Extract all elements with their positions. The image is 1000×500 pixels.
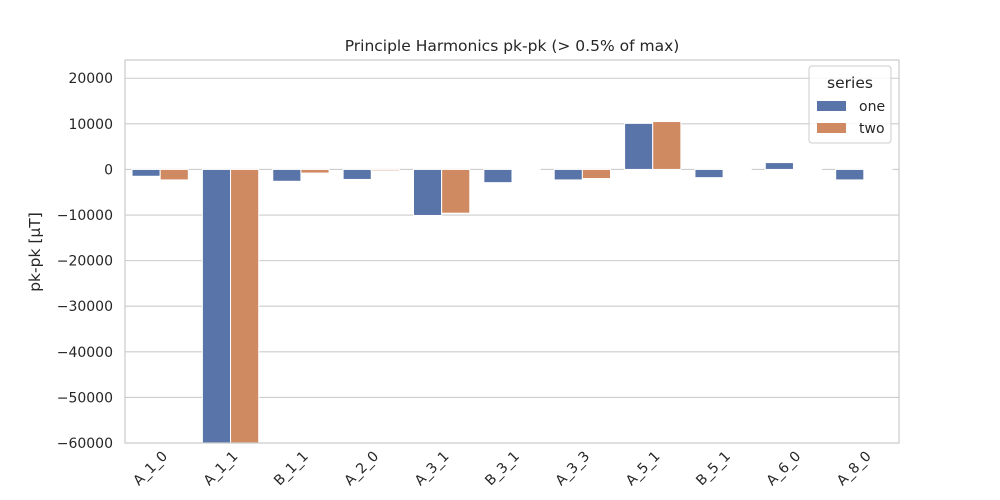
bar-one-a-5-1 (624, 122, 654, 170)
bar-two-a-8-0 (863, 168, 893, 171)
x-tick-label: A_1_0 (130, 449, 171, 490)
x-tick-label: A_1_1 (201, 449, 242, 490)
chart-title: Principle Harmonics pk-pk (> 0.5% of max… (345, 37, 680, 55)
bar-two-b-3-1 (511, 168, 541, 171)
bars (131, 121, 893, 444)
bar-one-b-3-1 (483, 168, 513, 184)
x-tick-label: A_2_0 (342, 449, 383, 490)
x-tick-label: B_5_1 (693, 449, 734, 490)
x-tick-label: A_5_1 (623, 449, 664, 490)
y-tick-label: −40000 (57, 345, 113, 361)
legend: series one two (808, 65, 892, 144)
bar-one-a-1-1 (201, 168, 232, 444)
y-axis-label: pk-pk [µT] (26, 212, 44, 292)
y-tick-label: −30000 (57, 299, 113, 315)
bar-one-a-1-0 (131, 168, 161, 177)
y-tick-label: 20000 (68, 71, 113, 87)
bar-two-a-3-3 (581, 168, 612, 180)
y-tick-label: −20000 (57, 254, 113, 270)
plot-frame (124, 59, 900, 444)
x-tick-labels: A_1_0 A_1_1 B_1_1 A_2_0 A_3_1 B_3_1 A_3_3 A_5_1… (130, 449, 874, 490)
y-tick-label: −10000 (57, 208, 113, 224)
x-tick-label: A_6_0 (764, 449, 805, 490)
bar-two-b-1-1 (300, 168, 330, 174)
y-tick-labels: 20000 10000 0 −10000 −20000 −30000 −40000 −5000… (57, 71, 113, 452)
bar-one-a-3-3 (553, 168, 583, 181)
bar-two-a-5-1 (652, 121, 682, 170)
bar-one-b-5-1 (694, 168, 724, 179)
bar-one-a-8-0 (835, 168, 865, 181)
bar-two-a-2-0 (370, 168, 400, 172)
y-tick-label: 10000 (68, 117, 113, 133)
bar-one-a-2-0 (342, 168, 372, 180)
x-tick-label: A_3_1 (412, 449, 453, 490)
y-tick-label: −60000 (57, 436, 113, 452)
bar-two-a-6-0 (792, 168, 823, 171)
bar-two-b-5-1 (722, 168, 752, 171)
bar-two-a-1-0 (159, 168, 189, 181)
x-tick-label: A_3_3 (553, 449, 594, 490)
legend-swatch-two (817, 123, 846, 133)
legend-title: series (827, 74, 873, 92)
legend-swatch-one (817, 101, 846, 111)
legend-label-two: two (859, 121, 885, 137)
x-tick-label: B_3_1 (482, 449, 523, 490)
x-tick-label: B_1_1 (271, 449, 312, 490)
bar-two-a-3-1 (441, 168, 471, 214)
x-tick-label: A_8_0 (834, 449, 875, 490)
legend-label-one: one (859, 99, 885, 115)
bar-two-a-1-1 (230, 168, 260, 444)
bar-one-a-6-0 (764, 162, 794, 170)
bar-one-a-3-1 (412, 168, 443, 216)
bar-one-b-1-1 (272, 168, 302, 182)
y-tick-label: −50000 (57, 390, 113, 406)
y-tick-label: 0 (104, 162, 113, 178)
